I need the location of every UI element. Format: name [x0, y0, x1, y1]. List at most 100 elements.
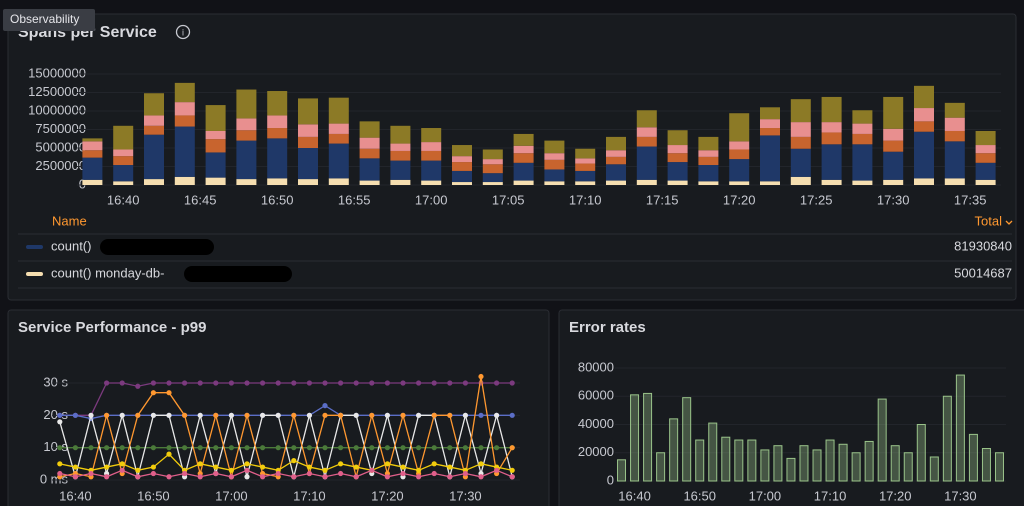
- data-point: [416, 412, 422, 418]
- bar: [205, 152, 226, 178]
- bar: [975, 145, 996, 154]
- data-point: [416, 380, 422, 386]
- bar: [575, 163, 596, 171]
- data-point: [182, 380, 188, 386]
- bar: [544, 159, 565, 170]
- bar: [328, 143, 349, 179]
- data-point: [322, 467, 328, 473]
- data-point: [306, 412, 312, 418]
- y-tick-label: 60000: [578, 388, 614, 403]
- data-point: [384, 461, 390, 467]
- bar: [914, 131, 934, 179]
- bar: [695, 439, 705, 482]
- data-point: [431, 412, 437, 418]
- legend-total: 81930840: [954, 238, 1012, 253]
- bar: [328, 97, 349, 124]
- bar: [421, 128, 442, 143]
- bar: [174, 176, 195, 185]
- bar: [144, 125, 164, 135]
- bar: [328, 178, 349, 185]
- bar: [452, 170, 472, 183]
- data-point: [338, 380, 344, 386]
- bar: [513, 162, 534, 181]
- data-point: [197, 380, 203, 386]
- bar: [390, 150, 411, 161]
- data-point: [260, 380, 266, 386]
- data-point: [353, 464, 359, 470]
- x-tick-label: 16:50: [137, 488, 170, 503]
- data-point: [135, 474, 141, 480]
- data-point: [244, 380, 250, 386]
- bar: [812, 449, 822, 482]
- data-point: [88, 445, 94, 451]
- bar: [760, 119, 780, 129]
- data-point: [291, 380, 297, 386]
- bar: [113, 156, 134, 166]
- bar: [421, 180, 442, 185]
- data-point: [275, 380, 281, 386]
- legend-header[interactable]: Total: [975, 213, 1003, 228]
- redaction: [184, 266, 292, 282]
- data-point: [57, 461, 63, 467]
- data-point: [260, 412, 266, 418]
- y-tick-label: 5000000: [35, 139, 86, 154]
- bar: [667, 153, 688, 163]
- bar: [944, 117, 965, 131]
- bar: [667, 162, 688, 181]
- x-tick-label: 17:25: [800, 192, 833, 207]
- bar: [799, 445, 809, 482]
- bar: [359, 158, 380, 181]
- x-tick-label: 17:10: [814, 488, 847, 503]
- data-point: [462, 470, 468, 477]
- bar: [821, 144, 842, 180]
- tooltip: [3, 9, 95, 31]
- info-icon-glyph: i: [182, 27, 184, 37]
- bar: [942, 395, 952, 482]
- data-point: [400, 412, 406, 418]
- data-point: [353, 474, 359, 480]
- x-tick-label: 16:45: [184, 192, 217, 207]
- bar: [113, 181, 134, 185]
- data-point: [119, 467, 125, 473]
- data-point: [369, 380, 375, 386]
- y-tick-label: 0: [79, 176, 86, 191]
- bar: [790, 148, 811, 177]
- bar: [544, 153, 565, 160]
- bar: [708, 422, 718, 482]
- data-point: [150, 470, 156, 477]
- bar: [359, 180, 380, 185]
- legend-header[interactable]: Name: [52, 213, 87, 228]
- bar: [359, 148, 380, 159]
- bar: [636, 146, 657, 180]
- data-point: [369, 467, 375, 473]
- sort-icon: [1005, 220, 1013, 225]
- bar: [205, 130, 226, 140]
- data-point: [197, 461, 203, 467]
- y-tick-label: 80000: [578, 359, 614, 374]
- bar: [883, 128, 904, 141]
- bar: [267, 138, 288, 179]
- bar: [883, 151, 904, 180]
- bar: [734, 439, 744, 482]
- data-point: [197, 445, 203, 451]
- data-point: [244, 412, 250, 418]
- bar: [821, 122, 842, 133]
- data-point: [275, 445, 281, 451]
- bar: [790, 136, 811, 149]
- bar: [698, 181, 719, 185]
- info-icon[interactable]: [175, 24, 191, 40]
- data-point: [166, 451, 172, 457]
- data-point: [447, 380, 453, 386]
- data-point: [213, 380, 219, 386]
- data-point: [150, 390, 156, 396]
- data-point: [166, 474, 172, 480]
- bar: [482, 182, 503, 185]
- data-point: [104, 380, 110, 386]
- data-point: [509, 380, 515, 386]
- bar: [452, 156, 472, 163]
- data-point: [57, 445, 63, 451]
- bar: [729, 141, 750, 150]
- data-point: [431, 380, 437, 386]
- bar: [669, 418, 679, 482]
- data-point: [478, 412, 484, 418]
